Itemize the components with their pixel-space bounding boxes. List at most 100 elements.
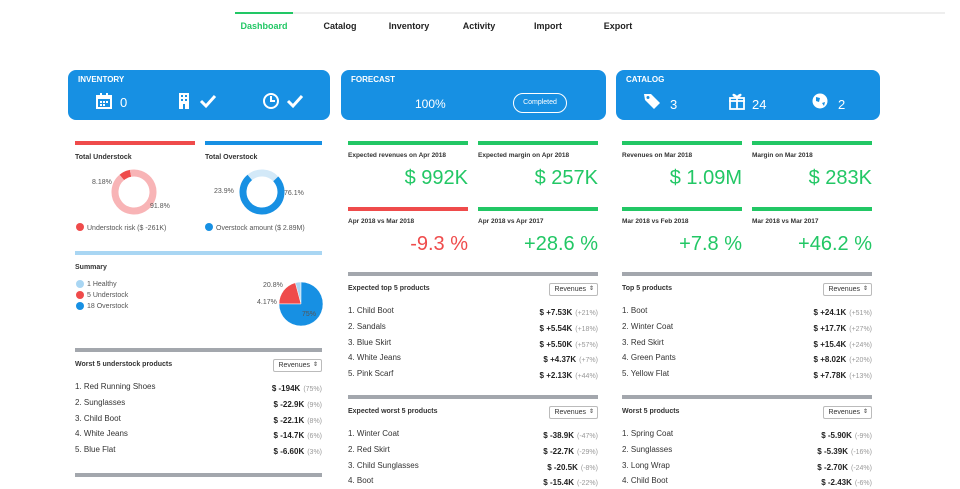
row-value: $ -2.70K (-24%) <box>817 460 872 472</box>
row-label: 1. Child Boot <box>348 306 394 315</box>
divider-bar <box>348 141 468 145</box>
nav-tab[interactable]: Catalog <box>323 20 357 31</box>
row-share: (3%) <box>307 449 322 457</box>
row-label: 3. Blue Skirt <box>348 337 392 347</box>
row-value: $ -194K (75%) <box>272 381 322 393</box>
row-amount: $ -6.60K <box>273 447 305 457</box>
row-value: $ +7.78K (+13%) <box>814 368 872 380</box>
row-amount: $ -15.4K <box>543 478 574 488</box>
row-amount: $ +5.54K <box>539 323 573 333</box>
legend-label: 1 Healthy <box>87 280 117 288</box>
nav-tab[interactable]: Export <box>603 20 633 31</box>
donut-segment <box>239 169 285 215</box>
sort-dropdown[interactable]: Revenues ⇕ <box>549 405 598 419</box>
row-label: 5. Yellow Flat <box>622 369 670 379</box>
row-share: (+21%) <box>575 310 598 317</box>
row-share: (-24%) <box>850 464 872 472</box>
legend-dot <box>76 280 84 288</box>
row-amount: $ +15.4K <box>813 339 847 349</box>
row-amount: $ -20.5K <box>547 462 578 472</box>
calendar-icon-glyph <box>96 93 112 109</box>
kpi-value: +7.8 % <box>679 233 742 255</box>
sort-dropdown[interactable]: Revenues ⇕ <box>823 282 872 296</box>
pie-slice <box>278 281 324 327</box>
row-share: (-8%) <box>580 464 598 472</box>
row-amount: $ -194K <box>271 384 301 393</box>
row-share: (+18%) <box>575 325 598 333</box>
divider-bar <box>478 207 598 211</box>
row-value: $ -5.90K (-9%) <box>821 428 872 440</box>
legend-label: Overstock amount ($ 2.89M) <box>216 224 305 232</box>
row-label: 5. Blue Flat <box>75 445 116 455</box>
row-share: (9%) <box>307 401 322 409</box>
nav-tab[interactable]: Dashboard <box>240 20 288 31</box>
card-title: CATALOG <box>626 75 665 84</box>
globe-icon-glyph <box>812 93 828 109</box>
row-value: $ -22.1K (8%) <box>274 413 322 425</box>
kpi-label: Expected revenues on Apr 2018 <box>348 151 447 159</box>
kpi-label: Mar 2018 vs Mar 2017 <box>752 217 819 225</box>
row-value: $ -14.7K (6%) <box>274 428 322 440</box>
row-label: 2. Red Skirt <box>348 444 390 454</box>
row-amount: $ -22.9K <box>273 399 305 409</box>
row-share: (+24%) <box>849 341 872 349</box>
gift-icon-glyph <box>729 93 745 110</box>
row-share: (75%) <box>303 386 322 393</box>
tag-icon-glyph <box>644 94 660 109</box>
sort-arrows: ⇕ <box>862 408 868 415</box>
kpi-value: $ 283K <box>808 167 872 189</box>
row-value: $ +7.53K (+21%) <box>540 305 598 317</box>
sort-dropdown[interactable]: Revenues ⇕ <box>549 282 598 296</box>
row-share: (+51%) <box>849 310 872 317</box>
row-amount: $ +7.53K <box>539 308 573 317</box>
kpi-label: Revenues on Mar 2018 <box>622 151 693 159</box>
row-amount: $ -5.90K <box>821 431 852 440</box>
row-amount: $ -38.9K <box>543 431 574 440</box>
row-label: 4. Child Boot <box>622 476 668 486</box>
row-label: 4. White Jeans <box>75 429 128 439</box>
kpi-label: Expected margin on Apr 2018 <box>478 151 570 159</box>
row-amount: $ +24.1K <box>813 308 847 317</box>
kpi-label: Apr 2018 vs Mar 2018 <box>348 217 415 225</box>
row-share: (-6%) <box>854 480 872 488</box>
row-label: 1. Spring Coat <box>622 429 674 438</box>
row-value: $ -20.5K (-8%) <box>547 460 598 472</box>
building-icon-glyph <box>179 93 189 109</box>
legend-dot <box>76 302 84 310</box>
divider-bar <box>75 251 322 255</box>
nav-tab[interactable]: Activity <box>462 20 496 31</box>
row-share: (+20%) <box>849 357 872 365</box>
inventory-count: 0 <box>120 94 128 110</box>
row-share: (+57%) <box>575 341 598 349</box>
nav-tab[interactable]: Import <box>534 20 562 31</box>
row-label: 4. Green Pants <box>622 353 676 363</box>
row-amount: $ -14.7K <box>273 431 305 441</box>
section-title: Expected worst 5 products <box>348 407 438 415</box>
catalog-stat: 2 <box>838 96 846 112</box>
row-amount: $ -5.39K <box>817 446 848 456</box>
sort-arrows: ⇕ <box>588 408 594 415</box>
kpi-label: Mar 2018 vs Feb 2018 <box>622 217 689 225</box>
row-share: (6%) <box>307 433 322 441</box>
sort-dropdown[interactable]: Revenues ⇕ <box>273 358 322 372</box>
row-value: $ +4.37K (+7%) <box>543 352 598 364</box>
row-amount: $ +4.37K <box>543 355 577 365</box>
calendar-icon <box>95 92 113 110</box>
clock-icon <box>262 92 280 110</box>
nav-tab[interactable]: Inventory <box>388 20 430 31</box>
divider-bar <box>752 141 872 145</box>
check-icon <box>286 92 304 110</box>
row-share: (-47%) <box>576 433 598 440</box>
legend-dot <box>76 291 84 299</box>
sort-arrows: ⇕ <box>862 285 868 292</box>
status-pill: Completed <box>513 93 567 113</box>
row-amount: $ -22.7K <box>543 446 574 456</box>
divider-bar <box>348 207 468 211</box>
row-share: (+13%) <box>849 373 872 381</box>
row-value: $ +8.02K (+20%) <box>814 352 872 364</box>
divider-bar <box>752 207 872 211</box>
sort-dropdown[interactable]: Revenues ⇕ <box>823 405 872 419</box>
row-label: 4. White Jeans <box>348 353 401 363</box>
section-title: Total Understock <box>75 153 132 161</box>
